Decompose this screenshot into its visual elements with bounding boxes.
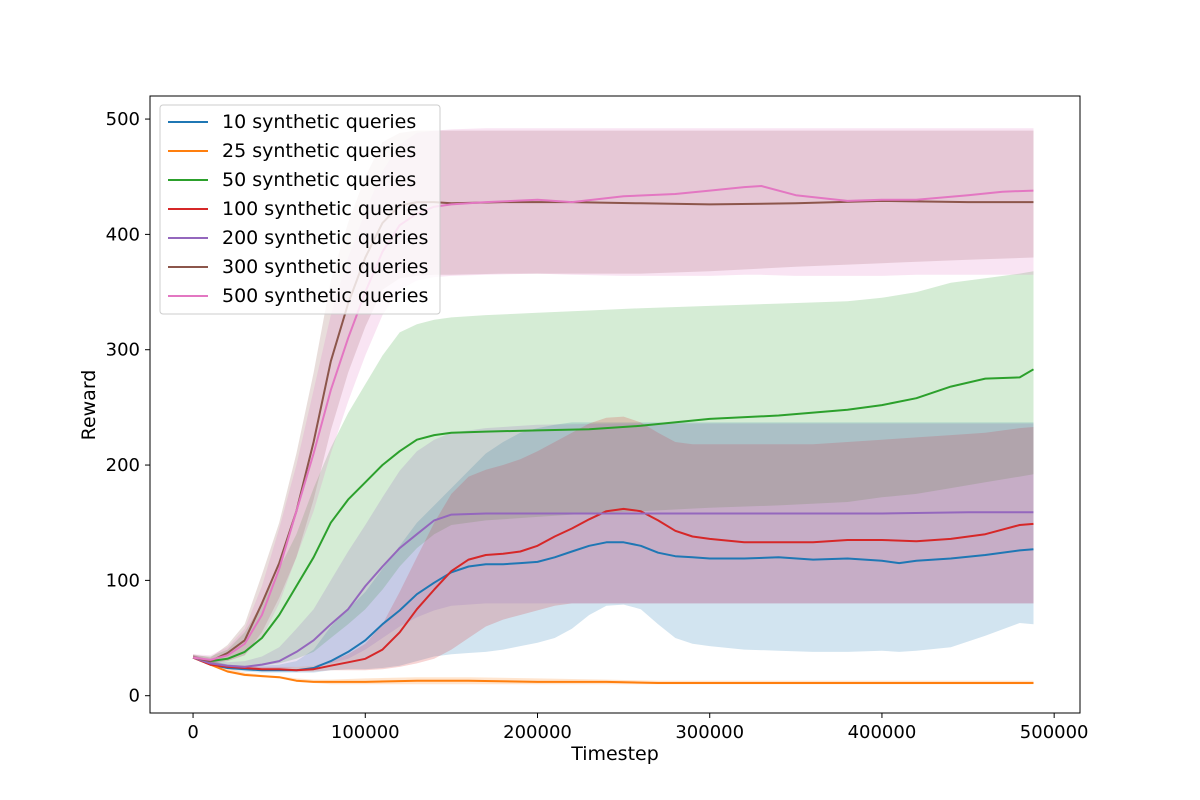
line-100-synthetic-queries <box>192 507 1034 672</box>
legend-label: 500 synthetic queries <box>222 285 428 307</box>
legend-label: 300 synthetic queries <box>222 256 428 278</box>
x-axis-ticks: 0 100000 200000 300000 400000 500000 <box>187 713 1089 743</box>
legend-label: 100 synthetic queries <box>222 198 428 220</box>
legend: 10 synthetic queries 25 synthetic queries… <box>159 104 441 315</box>
y-axis-label: Reward <box>78 370 100 441</box>
y-tick-label: 0 <box>129 686 140 707</box>
band-50-synthetic-queries <box>193 271 1034 667</box>
legend-label: 25 synthetic queries <box>222 140 416 162</box>
x-tick-label: 200000 <box>503 722 572 743</box>
line-200-synthetic-queries <box>192 511 1034 668</box>
y-tick-label: 500 <box>106 109 140 130</box>
y-tick-label: 300 <box>106 340 140 361</box>
line-25-synthetic-queries <box>192 656 1034 684</box>
legend-box <box>159 104 441 315</box>
legend-label: 50 synthetic queries <box>222 169 416 191</box>
legend-label: 10 synthetic queries <box>222 111 416 133</box>
y-tick-label: 400 <box>106 224 140 245</box>
y-tick-label: 200 <box>106 455 140 476</box>
band-25-synthetic-queries <box>193 655 1034 685</box>
x-tick-label: 300000 <box>675 722 744 743</box>
x-tick-label: 400000 <box>848 722 917 743</box>
x-axis-label: Timestep <box>570 743 659 765</box>
x-tick-label: 0 <box>187 722 198 743</box>
y-axis-ticks: 0 100 200 300 400 500 <box>106 109 150 707</box>
x-tick-label: 100000 <box>331 722 400 743</box>
x-tick-label: 500000 <box>1020 722 1089 743</box>
line-50-synthetic-queries <box>192 368 1035 663</box>
band-10-synthetic-queries <box>193 422 1034 673</box>
y-tick-label: 100 <box>106 570 140 591</box>
plot-frame <box>149 95 1081 714</box>
line-500-synthetic-queries <box>192 185 1034 661</box>
legend-label: 200 synthetic queries <box>222 227 428 249</box>
